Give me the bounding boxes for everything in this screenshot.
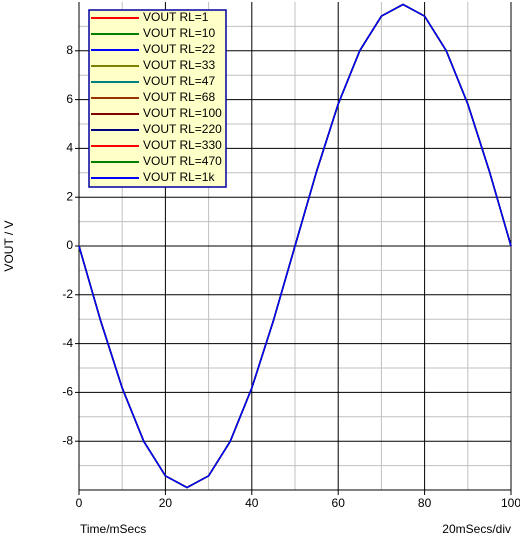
- y-tick-label: 0: [66, 238, 73, 252]
- x-tick-label: 100: [501, 496, 520, 510]
- x-axis-label: Time/mSecs: [80, 522, 146, 536]
- x-tick-label: 40: [245, 496, 259, 510]
- annotation: 20mSecs/div: [442, 522, 511, 536]
- x-tick-label: 60: [332, 496, 346, 510]
- legend-label: VOUT RL=10: [143, 26, 215, 40]
- x-tick-label: 0: [76, 496, 83, 510]
- series-line: [78, 3, 512, 489]
- legend-label: VOUT RL=330: [143, 138, 222, 152]
- legend-label: VOUT RL=470: [143, 154, 222, 168]
- legend-label: VOUT RL=33: [143, 58, 215, 72]
- y-tick-label: -2: [62, 287, 73, 301]
- legend-label: VOUT RL=1k: [143, 170, 215, 184]
- legend-label: VOUT RL=220: [143, 122, 222, 136]
- y-tick-label: -8: [62, 433, 73, 447]
- y-tick-label: 6: [66, 92, 73, 106]
- legend-label: VOUT RL=100: [143, 106, 222, 120]
- legend-label: VOUT RL=1: [143, 10, 209, 24]
- legend-label: VOUT RL=68: [143, 90, 215, 104]
- y-tick-label: -6: [62, 385, 73, 399]
- y-tick-label: 2: [66, 189, 73, 203]
- x-tick-label: 20: [159, 496, 173, 510]
- y-tick-label: -4: [62, 336, 73, 350]
- x-tick-label: 80: [418, 496, 432, 510]
- y-tick-label: 4: [66, 141, 73, 155]
- legend-label: VOUT RL=47: [143, 74, 215, 88]
- y-tick-label: 8: [66, 43, 73, 57]
- legend-label: VOUT RL=22: [143, 42, 215, 56]
- y-axis-label: VOUT / V: [2, 220, 16, 271]
